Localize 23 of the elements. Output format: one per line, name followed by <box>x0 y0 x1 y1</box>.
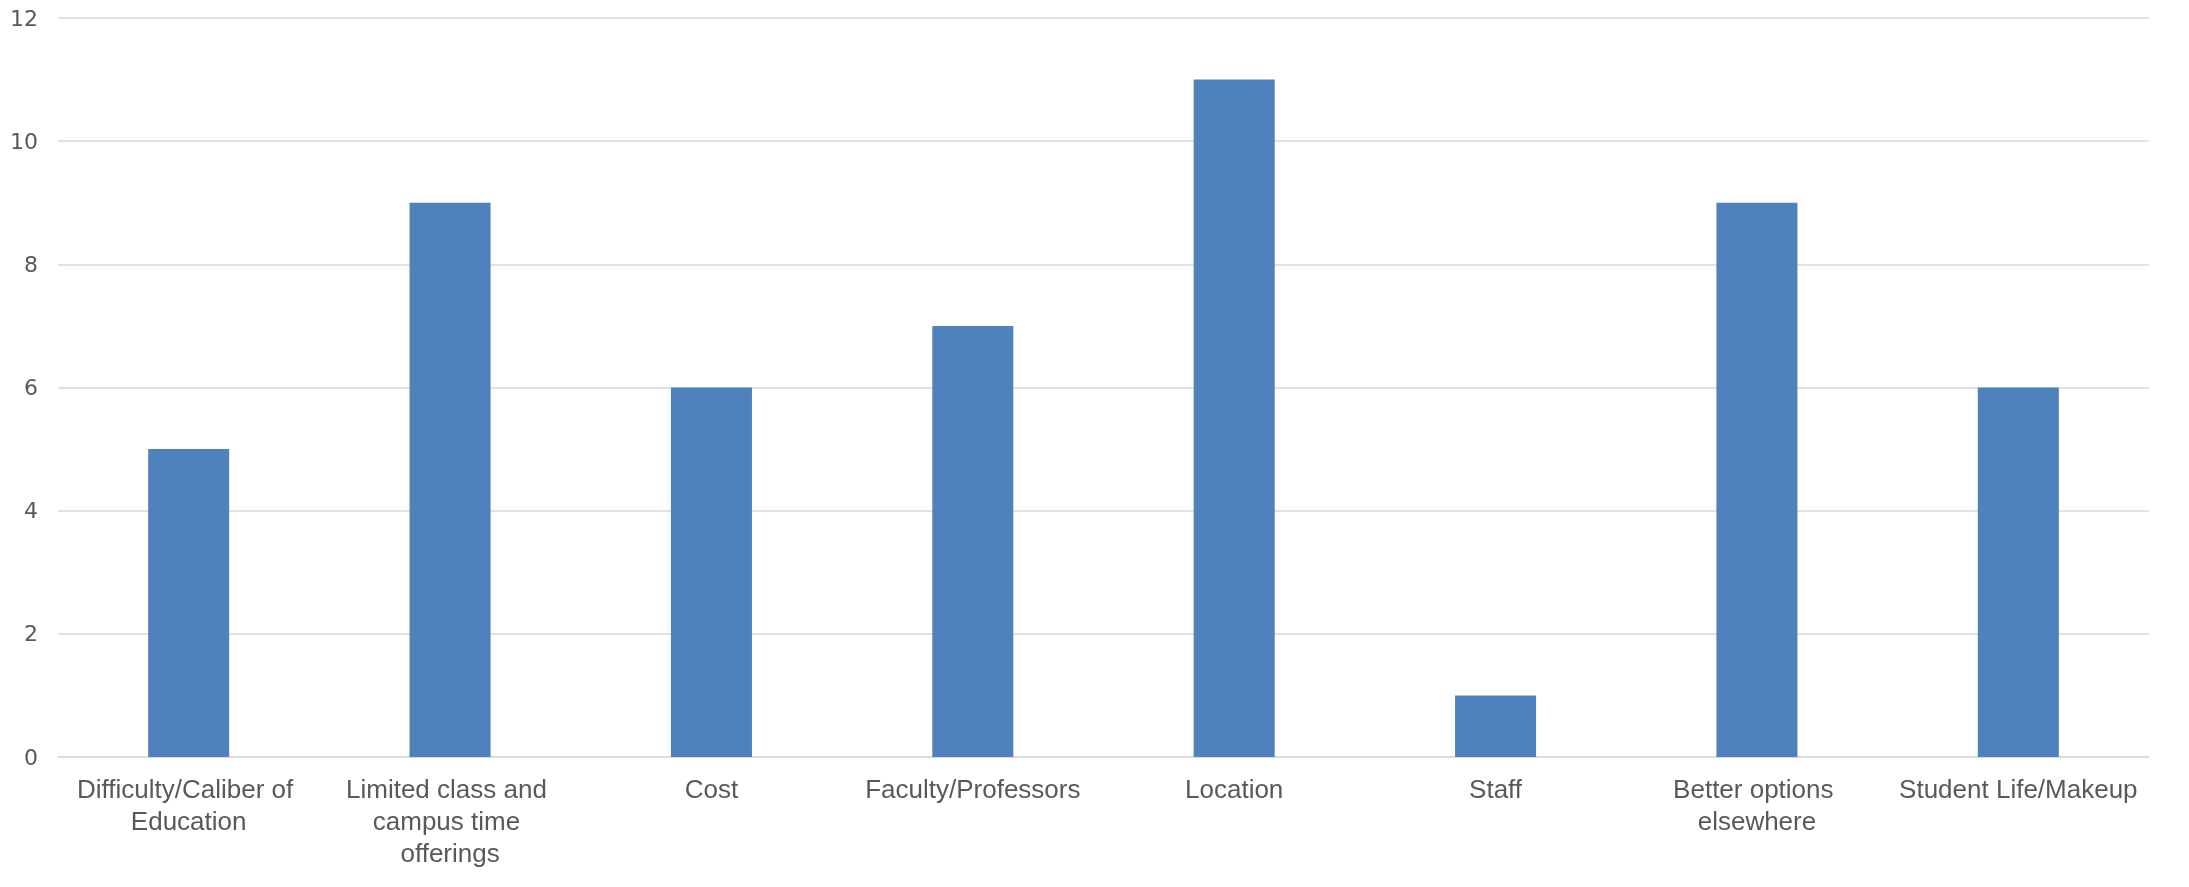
y-tick-label: 6 <box>24 375 38 400</box>
x-tick-label: Difficulty/Caliber of Education <box>76 774 301 836</box>
bar <box>1977 387 2059 757</box>
x-tick-label: Faculty/Professors <box>865 774 1081 804</box>
x-tick-label: Student Life/Makeup <box>1899 774 2138 804</box>
bar <box>670 387 752 757</box>
y-tick-label: 8 <box>24 251 38 277</box>
bar <box>1716 202 1798 757</box>
x-tick-label: Cost <box>684 774 739 804</box>
y-tick-label: 0 <box>24 744 38 770</box>
y-tick-label: 2 <box>24 621 38 647</box>
bar <box>148 449 230 757</box>
x-tick-label: Better options elsewhere <box>1673 774 1841 836</box>
bar <box>1193 79 1275 757</box>
x-tick-label: Location <box>1185 774 1284 804</box>
bar <box>1455 695 1537 757</box>
y-tick-label: 10 <box>10 128 38 154</box>
x-tick-label: Limited class and campus time offerings <box>346 774 555 868</box>
x-tick-label: Staff <box>1469 774 1523 804</box>
y-tick-label: 4 <box>24 498 38 524</box>
bar <box>409 202 491 757</box>
y-tick-label: 12 <box>10 5 38 31</box>
bar <box>932 325 1014 757</box>
